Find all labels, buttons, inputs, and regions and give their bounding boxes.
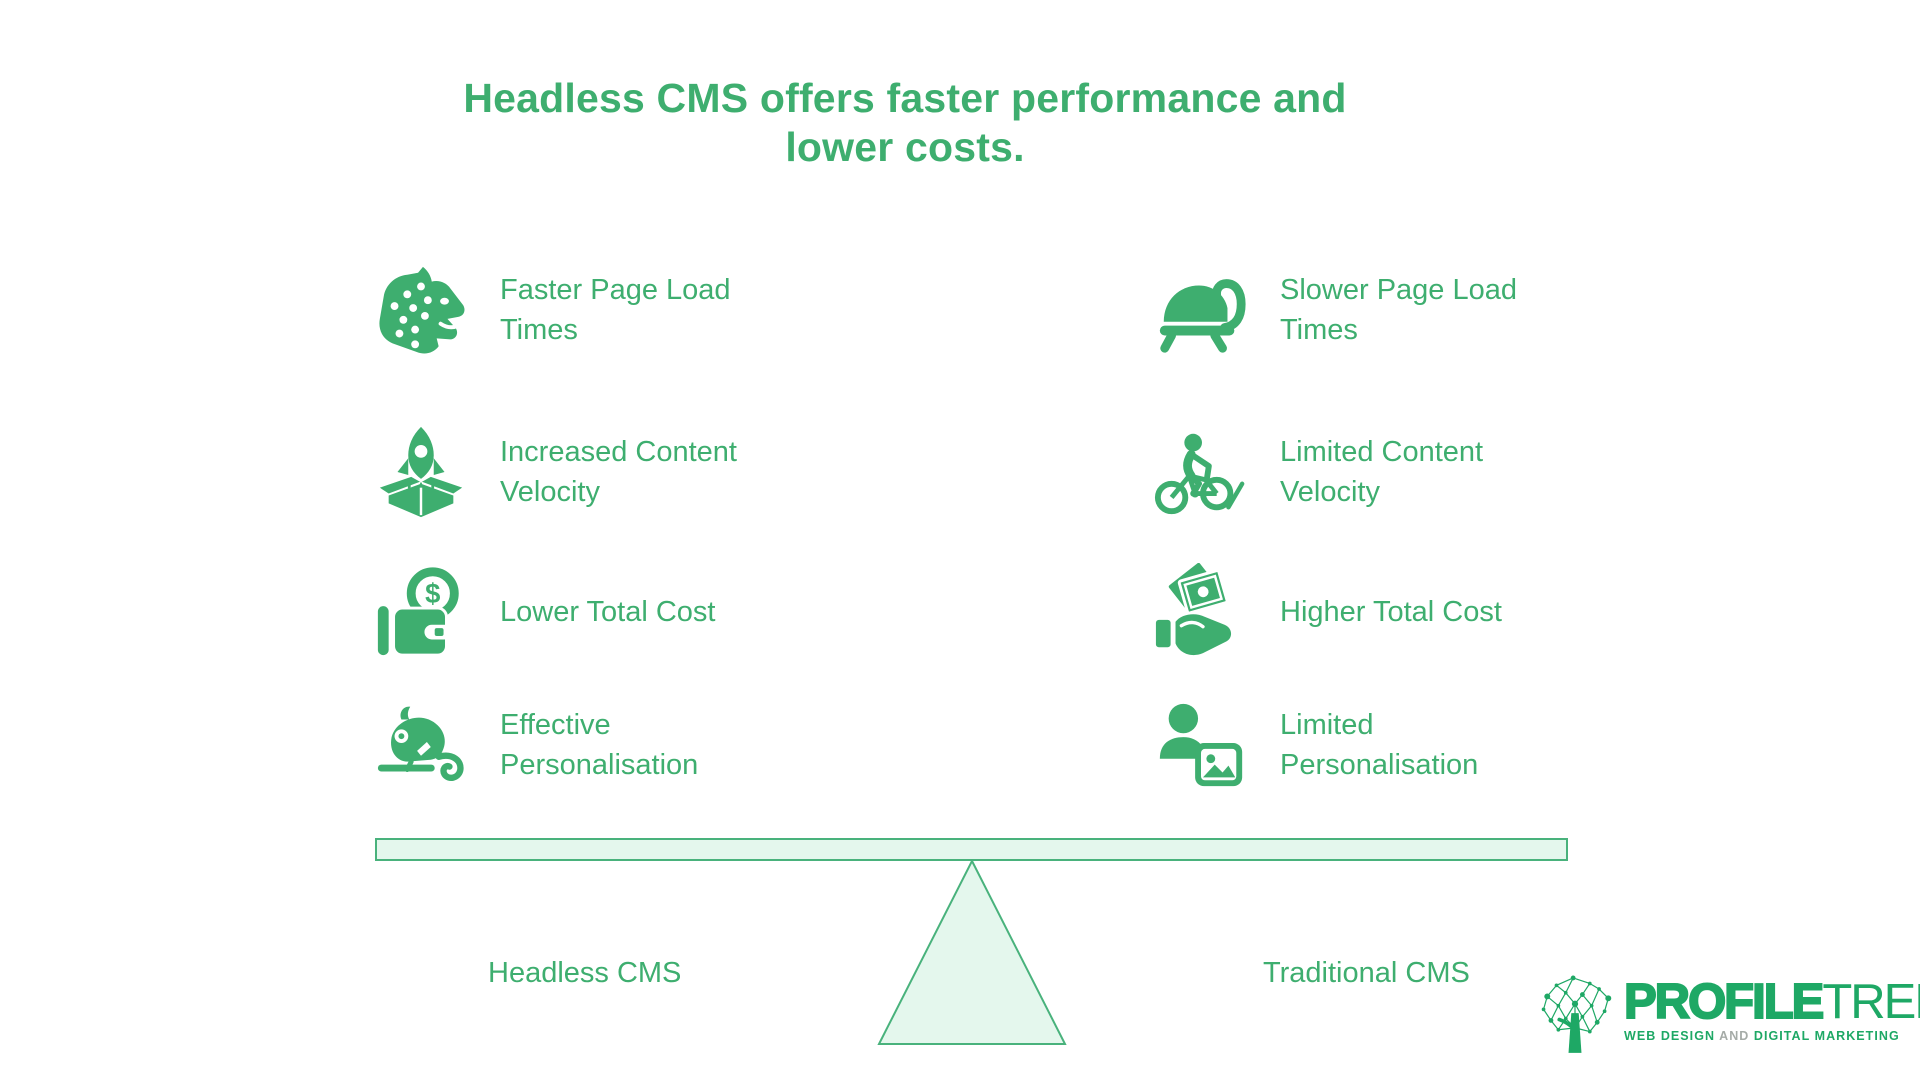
- tagline-digital-marketing: DIGITAL MARKETING: [1753, 1029, 1900, 1043]
- tagline-and: AND: [1715, 1029, 1754, 1043]
- feature-limited-velocity: Limited Content Velocity: [1152, 422, 1483, 522]
- page-title: Headless CMS offers faster performance a…: [463, 75, 1347, 170]
- feature-label: Faster Page Load Times: [500, 274, 731, 346]
- feature-personalisation: Effective Personalisation: [372, 695, 698, 795]
- feature-label: Limited Content Velocity: [1280, 436, 1484, 508]
- cyclist-icon: [1152, 423, 1250, 521]
- brand-logo: PROFILETREE WEB DESIGN AND DIGITAL MARKE…: [1538, 972, 1920, 1056]
- feature-label: Limited Personalisation: [1280, 709, 1479, 781]
- seesaw-label-headless: Headless CMS: [488, 957, 682, 989]
- seesaw-beam: [375, 838, 1568, 861]
- brand-name-profile: PROFILE: [1623, 975, 1825, 1029]
- chameleon-icon: [372, 696, 470, 794]
- seesaw-label-traditional: Traditional CMS: [1263, 957, 1470, 989]
- feature-label: Lower Total Cost: [500, 596, 716, 628]
- rocket-launch-icon: [372, 423, 470, 521]
- feature-limited-personalisation: Limited Personalisation: [1152, 695, 1478, 795]
- feature-faster-page-load: Faster Page Load Times: [372, 260, 731, 360]
- feature-higher-cost: Higher Total Cost: [1152, 562, 1502, 662]
- feature-slower-page-load: Slower Page Load Times: [1152, 260, 1517, 360]
- wallet-dollar-icon: $: [372, 563, 470, 661]
- feature-label: Slower Page Load Times: [1280, 274, 1517, 346]
- brand-name-tree: TREE: [1822, 975, 1920, 1029]
- feature-label: Effective Personalisation: [500, 709, 699, 781]
- seesaw-fulcrum-triangle: [877, 859, 1067, 1046]
- svg-text:$: $: [425, 578, 440, 609]
- brand-tagline: WEB DESIGN AND DIGITAL MARKETING: [1624, 1029, 1920, 1043]
- tagline-web-design: WEB DESIGN: [1624, 1029, 1716, 1043]
- feature-lower-cost: $ Lower Total Cost: [372, 562, 715, 662]
- feature-content-velocity: Increased Content Velocity: [372, 422, 737, 522]
- person-image-icon: [1152, 696, 1250, 794]
- feature-label: Increased Content Velocity: [500, 436, 737, 508]
- network-tree-icon: [1538, 972, 1612, 1056]
- cheetah-icon: [372, 261, 470, 359]
- turtle-icon: [1152, 261, 1250, 359]
- cash-hand-icon: [1152, 563, 1250, 661]
- brand-text-block: PROFILETREE WEB DESIGN AND DIGITAL MARKE…: [1623, 972, 1920, 1044]
- feature-label: Higher Total Cost: [1280, 596, 1502, 628]
- brand-wordmark: PROFILETREE: [1623, 977, 1920, 1028]
